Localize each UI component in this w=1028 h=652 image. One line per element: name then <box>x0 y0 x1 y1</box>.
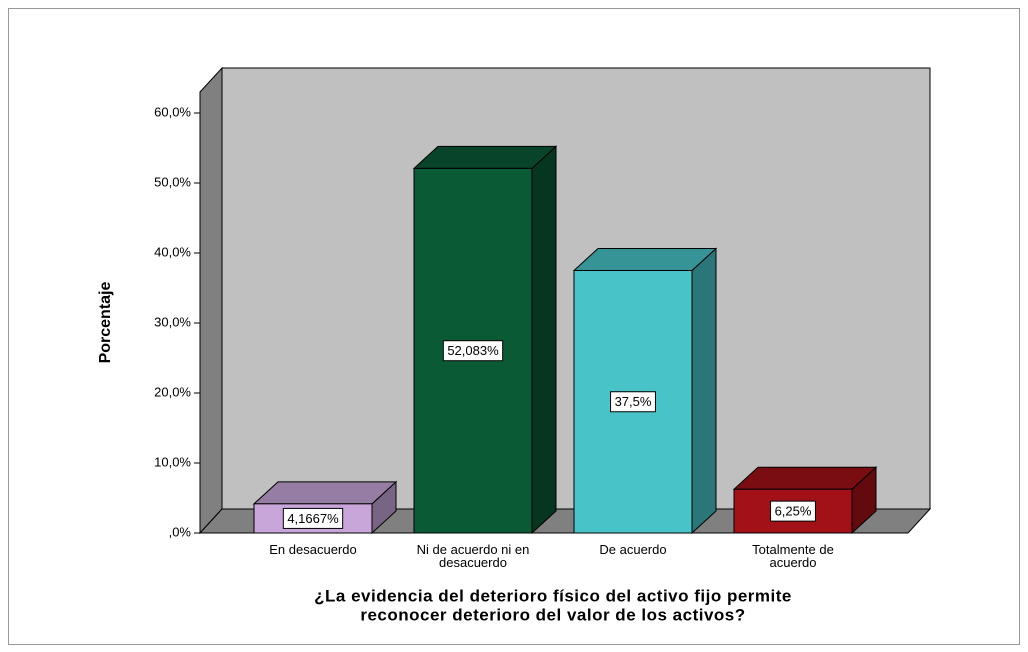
value-label: 4,1667% <box>287 511 339 526</box>
value-label-box <box>442 340 504 362</box>
y-tick-label: 40,0% <box>154 244 191 259</box>
value-label: 52,083% <box>447 343 499 358</box>
x-tick-label: En desacuerdo <box>269 542 356 557</box>
value-label-box <box>770 500 816 522</box>
x-axis-title: reconocer deterioro del valor de los act… <box>360 605 745 624</box>
value-label: 37,5% <box>615 394 652 409</box>
value-label-box <box>610 391 656 413</box>
x-tick-label: Totalmente de acuerdo <box>752 542 834 570</box>
y-tick-label: 10,0% <box>154 454 191 469</box>
bar-top <box>412 145 558 169</box>
bar-side <box>691 247 717 535</box>
value-label: 6,25% <box>775 504 812 519</box>
bar-side <box>531 145 557 535</box>
y-tick-label: 50,0% <box>154 174 191 189</box>
y-tick-label: 60,0% <box>154 104 191 119</box>
x-axis-title: ¿La evidencia del deterioro físico del a… <box>314 586 792 605</box>
x-tick-label: De acuerdo <box>599 542 666 557</box>
y-tick-label: 30,0% <box>154 314 191 329</box>
bar-top <box>572 248 718 271</box>
bar-top <box>732 466 878 490</box>
value-label-box <box>282 507 344 529</box>
y-tick-label: 20,0% <box>154 384 191 399</box>
y-tick-label: ,0% <box>169 524 192 539</box>
bar-top <box>252 481 398 505</box>
y-axis-title: Porcentaje <box>97 281 114 363</box>
x-tick-label: Ni de acuerdo ni en desacuerdo <box>417 542 530 570</box>
side-wall <box>199 66 223 535</box>
